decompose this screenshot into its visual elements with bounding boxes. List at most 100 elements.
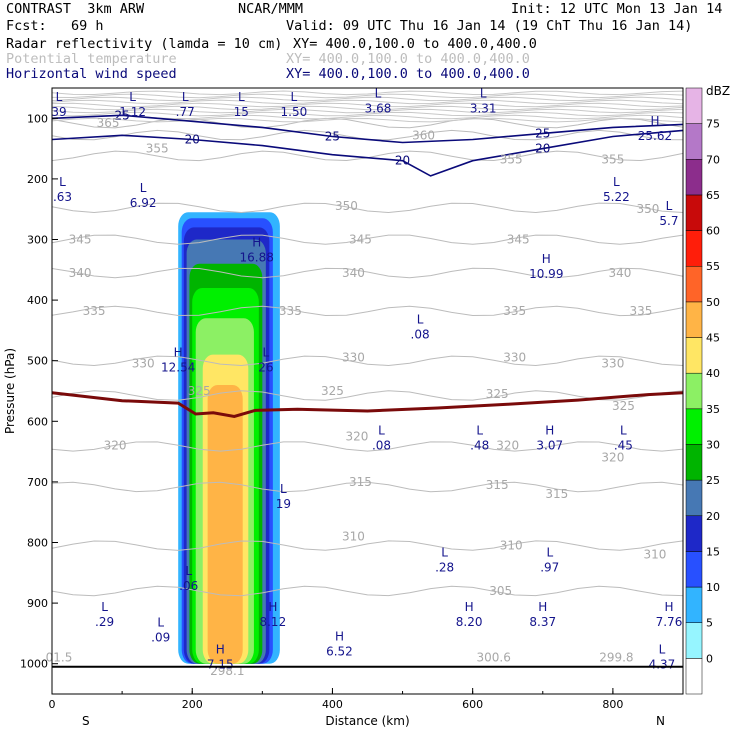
theta-label: 325 bbox=[612, 399, 635, 413]
colorbar-label: 45 bbox=[706, 332, 720, 345]
theta-label: 345 bbox=[69, 233, 92, 247]
y-tick-label: 1000 bbox=[20, 658, 48, 671]
extremum-value: 1.12 bbox=[119, 105, 146, 119]
theta-label: 325 bbox=[188, 384, 211, 398]
theta-label: 355 bbox=[500, 153, 523, 167]
colorbar-swatch bbox=[685, 479, 703, 517]
extremum-L: L6.92 bbox=[130, 181, 157, 210]
theta-label: 330 bbox=[342, 351, 365, 365]
field-wind-speed-xy: XY= 400.0,100.0 to 400.0,400.0 bbox=[286, 66, 530, 82]
extremum-L: L.06 bbox=[179, 564, 198, 593]
extremum-H: H12.54 bbox=[161, 346, 195, 375]
theta-label: 315 bbox=[486, 478, 509, 492]
extremum-L: L3.31 bbox=[470, 86, 497, 115]
colorbar-label: 20 bbox=[706, 510, 720, 523]
wind-contour-20 bbox=[51, 129, 684, 177]
extremum-kind: L bbox=[378, 423, 385, 437]
extremum-value: 8.20 bbox=[456, 615, 483, 629]
extremum-L: L4.37 bbox=[649, 643, 676, 672]
x-tick-label: 600 bbox=[462, 698, 483, 711]
theta-contour-360 bbox=[51, 129, 684, 141]
field-reflectivity: Radar reflectivity (lamda = 10 cm) bbox=[6, 36, 283, 52]
extremum-L: L.29 bbox=[95, 600, 114, 629]
extremum-L: L.48 bbox=[470, 423, 489, 452]
theta-contour-upper bbox=[51, 111, 684, 117]
wind-contour-label: 25 bbox=[325, 129, 340, 143]
extremum-L: L3.68 bbox=[365, 86, 392, 115]
theta-label: 335 bbox=[629, 304, 652, 318]
colorbar-swatch bbox=[685, 515, 703, 552]
extremum-value: .97 bbox=[540, 561, 559, 575]
extremum-value: .28 bbox=[435, 561, 454, 575]
theta-contour-upper bbox=[51, 99, 684, 105]
extremum-H: H8.37 bbox=[529, 600, 556, 629]
extremum-H: H3.07 bbox=[536, 423, 563, 452]
extremum-kind: H bbox=[542, 252, 551, 266]
theta-label: 325 bbox=[486, 387, 509, 401]
extremum-L: L.77 bbox=[176, 90, 195, 119]
x-tick-label: 400 bbox=[322, 698, 343, 711]
theta-label: 350 bbox=[335, 199, 358, 213]
theta-contours bbox=[51, 90, 684, 597]
plot-frame bbox=[51, 87, 684, 695]
extremum-kind: L bbox=[666, 199, 673, 213]
extremum-kind: L bbox=[280, 482, 287, 496]
extremum-kind: H bbox=[174, 346, 183, 360]
colorbar-label: 25 bbox=[706, 474, 720, 487]
extremum-value: 15 bbox=[234, 105, 249, 119]
field-theta: Potential temperature bbox=[6, 51, 177, 67]
theta-contour-310 bbox=[51, 540, 684, 551]
wind-contour-label: 20 bbox=[395, 154, 410, 168]
wind-contour-label: 20 bbox=[185, 133, 200, 147]
x-axis-label: Distance (km) bbox=[325, 714, 409, 728]
y-tick-label: 500 bbox=[27, 355, 48, 368]
y-axis-label: Pressure (hPa) bbox=[3, 348, 17, 434]
theta-contour-upper bbox=[51, 105, 684, 111]
theta-label: 335 bbox=[279, 304, 302, 318]
extremum-value: 19 bbox=[276, 497, 291, 511]
colorbar-label: 50 bbox=[706, 296, 720, 309]
valid-time: Valid: 09 UTC Thu 16 Jan 14 (19 ChT Thu … bbox=[286, 18, 693, 34]
colorbar-label: 55 bbox=[706, 260, 720, 273]
extremum-kind: L bbox=[417, 312, 424, 326]
extremum-kind: H bbox=[465, 600, 474, 614]
theta-label: 340 bbox=[69, 266, 92, 280]
extremum-value: .08 bbox=[372, 438, 391, 452]
extremum-H: H7.15 bbox=[207, 643, 234, 672]
contour-labels: 365 360 355 355 355 350 350 345 345 345 340 340 340 3… bbox=[46, 116, 667, 678]
colorbar-swatch bbox=[685, 123, 703, 160]
colorbar-swatch bbox=[685, 658, 703, 695]
colorbar-unit: dBZ bbox=[706, 84, 730, 98]
theta-label: 360 bbox=[412, 128, 435, 142]
theta-contour-upper bbox=[51, 96, 684, 102]
theta-label: 320 bbox=[601, 451, 624, 465]
extremum-L: L.08 bbox=[372, 423, 391, 452]
colorbar-swatch bbox=[685, 622, 703, 659]
wind-contour-label: 20 bbox=[535, 142, 550, 156]
extremum-kind: L bbox=[140, 181, 147, 195]
extremum-kind: L bbox=[613, 175, 620, 189]
theta-contour-upper bbox=[51, 117, 684, 123]
theta-label: 365 bbox=[97, 116, 120, 130]
theta-label: 330 bbox=[601, 357, 624, 371]
extremum-value: 16.88 bbox=[240, 250, 274, 264]
theta-label: 355 bbox=[601, 153, 624, 167]
colorbar-swatch bbox=[685, 372, 703, 410]
extremum-L: L.63 bbox=[53, 175, 72, 204]
theta-label: 345 bbox=[507, 233, 530, 247]
theta-label: 355 bbox=[146, 142, 169, 156]
colorbar-swatch bbox=[685, 265, 703, 303]
extremum-H: H7.76 bbox=[656, 600, 683, 629]
extremum-value: 6.52 bbox=[326, 644, 353, 658]
extremum-value: 1.50 bbox=[281, 105, 308, 119]
y-tick-label: 700 bbox=[27, 476, 48, 489]
theta-contour-315 bbox=[51, 481, 684, 493]
extremum-H: H25.62 bbox=[638, 114, 672, 143]
theta-contour-325 bbox=[51, 390, 684, 401]
theta-contour-330 bbox=[51, 355, 684, 367]
extremum-kind: L bbox=[238, 90, 245, 104]
extremum-L: L.09 bbox=[151, 615, 170, 644]
theta-label: 330 bbox=[132, 357, 155, 371]
theta-label: 320 bbox=[346, 429, 369, 443]
